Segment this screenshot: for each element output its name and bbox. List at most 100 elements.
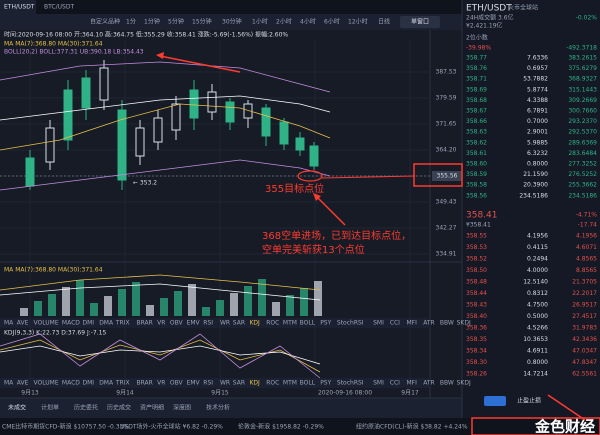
indicator-tab[interactable]: EMV [187, 320, 201, 327]
tab[interactable]: BTC/USDT [44, 4, 74, 11]
interval[interactable]: 15分钟 [192, 18, 212, 26]
indicator-tab[interactable]: StochRSI [337, 320, 364, 327]
interval[interactable]: 自定义品种 [90, 18, 120, 26]
bottom-tab[interactable]: 历史成交 [107, 404, 131, 412]
stats: 24H成交额 3.6亿 [466, 14, 514, 22]
indicator-tab[interactable]: MA [4, 320, 14, 327]
indicator-tab[interactable]: TRIX [115, 320, 130, 327]
interval[interactable]: 1分 [126, 18, 136, 26]
indicator-tab[interactable]: VOLUME [34, 320, 59, 327]
book-price: 358.56 [466, 192, 487, 199]
kdj-legend: KDJ(9,3,3) K:22.73 D:37.69 J:-7.15 [4, 330, 106, 337]
indicator-tab[interactable]: DMA [99, 320, 114, 327]
indicator-tab[interactable]: OBV [170, 380, 184, 387]
bottom-tab[interactable]: 历史委托 [74, 404, 98, 412]
indicator-tab[interactable]: CCI [390, 380, 400, 387]
interval[interactable]: 4小时 [300, 18, 316, 26]
book-total: 293.2370 [568, 118, 597, 125]
arrow-head [313, 193, 321, 201]
target-circle [297, 170, 323, 182]
book-total: 21.3705 [572, 279, 597, 286]
book-amount: 4.0000 [527, 267, 548, 274]
indicator-tab[interactable]: DMA [99, 380, 114, 387]
indicator-tab[interactable]: BOLL [300, 320, 316, 327]
window-button[interactable] [400, 16, 440, 28]
interval[interactable]: 5分钟 [168, 18, 184, 26]
indicator-tab[interactable]: BRAR [137, 380, 153, 387]
order-button[interactable] [484, 396, 506, 406]
boll-upper [0, 61, 331, 93]
indicator-tab[interactable]: ATR [423, 380, 434, 387]
indicator-tab[interactable]: MACD [62, 380, 80, 387]
indicator-tab[interactable]: VOLUME [34, 380, 59, 387]
interval[interactable]: 1小时 [252, 18, 268, 26]
indicator-tab[interactable]: RSI [203, 380, 213, 387]
indicator-tab[interactable]: DMI [83, 320, 95, 327]
bottom-tab[interactable]: 未成交 [8, 404, 26, 412]
precision[interactable]: 2位小数 [466, 34, 488, 42]
indicator-tab[interactable]: EMV [187, 380, 201, 387]
window-button-label[interactable]: 单窗口 [411, 18, 429, 26]
candle [279, 121, 289, 145]
indicator-tab[interactable]: ATR [423, 320, 434, 327]
book-total: 375.6279 [568, 65, 597, 72]
stats: ¥2,421.19亿 [466, 22, 503, 30]
indicator-tab[interactable]: VR [157, 320, 165, 327]
book-amount: 14.7214 [523, 371, 548, 378]
indicator-tab[interactable]: SMI [373, 380, 384, 387]
indicator-tab[interactable]: WR [220, 380, 230, 387]
interval[interactable]: 1分钟 [144, 18, 160, 26]
indicator-tab[interactable]: PSY [320, 320, 331, 327]
tab[interactable]: ETH/USDT [4, 4, 35, 11]
indicator-tab[interactable]: MFI [407, 380, 418, 387]
indicator-tab[interactable]: WR [220, 320, 230, 327]
indicator-tab[interactable]: MTM [283, 320, 297, 327]
indicator-tab[interactable]: VR [157, 380, 165, 387]
bottom-tab[interactable]: 资产明细 [140, 404, 164, 412]
indicator-tab[interactable]: DMI [83, 380, 95, 387]
book-total: 42.3436 [572, 336, 597, 343]
indicator-tab[interactable]: RSI [203, 320, 213, 327]
interval[interactable]: 12小时 [348, 18, 368, 26]
indicator-tab[interactable]: KDJ [250, 320, 261, 327]
indicator-tab[interactable]: KDJ [250, 380, 261, 387]
book-total: 315.1443 [568, 86, 597, 93]
indicator-tab[interactable]: CCI [390, 320, 400, 327]
indicator-tab[interactable]: TRIX [115, 380, 130, 387]
indicator-tab[interactable]: SAR [233, 380, 245, 387]
bottom-tab[interactable]: 深度图 [173, 404, 191, 412]
indicator-tab[interactable]: MA [4, 380, 14, 387]
exchange: 火币全球站 [508, 4, 538, 12]
order-button-label[interactable]: 止盈止损 [517, 397, 541, 405]
indicator-tab[interactable]: SKDJ [457, 380, 471, 387]
indicator-tab[interactable]: PSY [320, 380, 331, 387]
indicator-tab[interactable]: BRAR [137, 320, 153, 327]
indicator-tab[interactable]: OBV [170, 320, 184, 327]
indicator-tab[interactable]: MACD [62, 320, 80, 327]
active-tab[interactable] [0, 0, 36, 14]
interval[interactable]: 日线 [378, 18, 390, 26]
book-total: 300.7660 [568, 108, 597, 115]
indicator-tab[interactable]: AVE [17, 320, 29, 327]
indicator-tab[interactable]: ROC [266, 380, 279, 387]
indicator-tab[interactable]: BBW [440, 320, 454, 327]
interval[interactable]: 2小时 [276, 18, 292, 26]
indicator-tab[interactable]: BBW [440, 380, 454, 387]
price-label: 371.65 [436, 121, 457, 128]
interval[interactable]: 30分钟 [222, 18, 242, 26]
bottom-tab[interactable]: 技术分析 [206, 404, 230, 412]
indicator-tab[interactable]: MTM [283, 380, 297, 387]
indicator-tab[interactable]: SMI [373, 320, 384, 327]
interval[interactable]: 6小时 [324, 18, 340, 26]
book-price: 358.60 [466, 161, 487, 168]
indicator-tab[interactable]: SAR [233, 320, 245, 327]
indicator-tab[interactable]: AVE [17, 380, 29, 387]
book-amount: 4.3388 [527, 97, 548, 104]
indicator-tab[interactable]: SKDJ [457, 320, 471, 327]
indicator-tab[interactable]: StochRSI [337, 380, 364, 387]
indicator-tab[interactable]: BOLL [300, 380, 316, 387]
indicator-tab[interactable]: ROC [266, 320, 279, 327]
indicator-tab[interactable]: MFI [407, 320, 418, 327]
bottom-tab[interactable]: 计划单 [41, 404, 59, 412]
vol-ma [0, 274, 321, 291]
